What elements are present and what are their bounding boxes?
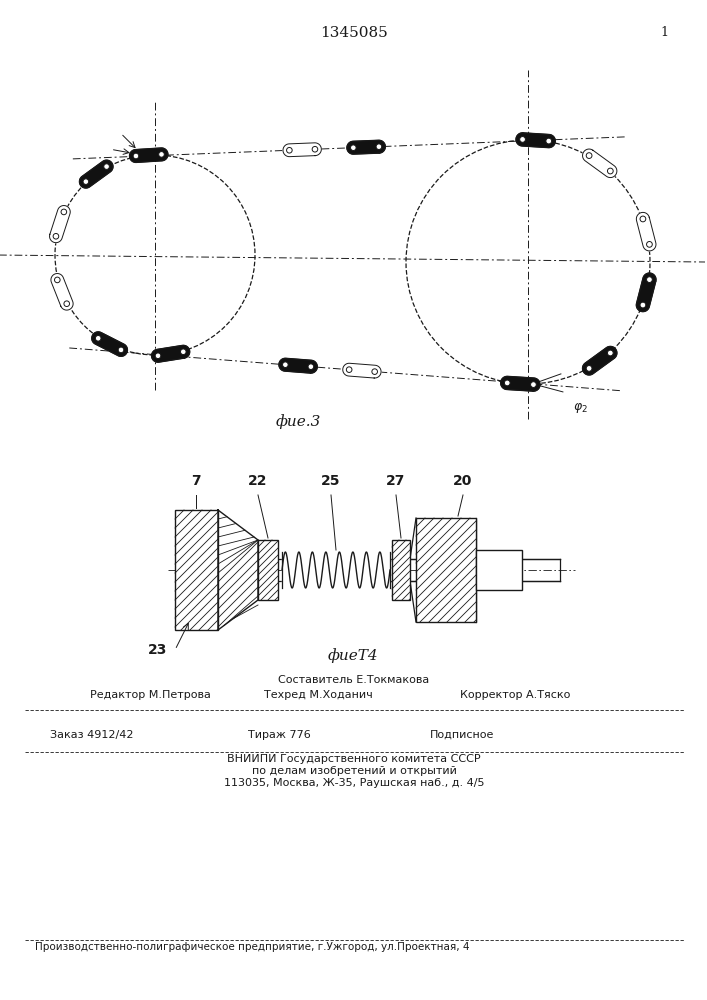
Circle shape <box>95 335 101 341</box>
Circle shape <box>607 350 613 356</box>
Polygon shape <box>79 160 113 188</box>
Text: Производственно-полиграфическое предприятие, г.Ужгород, ул.Проектная, 4: Производственно-полиграфическое предприя… <box>35 942 469 952</box>
Text: Подписное: Подписное <box>430 730 494 740</box>
Circle shape <box>586 153 592 158</box>
Text: Техред М.Ходанич: Техред М.Ходанич <box>264 690 373 700</box>
Polygon shape <box>51 274 73 310</box>
Polygon shape <box>501 376 540 391</box>
Text: Составитель Е.Токмакова: Составитель Е.Токмакова <box>279 675 430 685</box>
Circle shape <box>61 209 66 215</box>
Text: 113035, Москва, Ж-35, Раушская наб., д. 4/5: 113035, Москва, Ж-35, Раушская наб., д. … <box>223 778 484 788</box>
Circle shape <box>640 216 645 222</box>
Polygon shape <box>583 149 617 178</box>
Polygon shape <box>279 358 317 373</box>
Text: ВНИИПИ Государственного комитета СССР: ВНИИПИ Государственного комитета СССР <box>227 754 481 764</box>
Circle shape <box>158 152 164 157</box>
Circle shape <box>607 168 613 174</box>
Circle shape <box>351 145 356 151</box>
Text: 20: 20 <box>453 474 473 488</box>
Text: Корректор А.Тяско: Корректор А.Тяско <box>460 690 571 700</box>
Circle shape <box>104 164 110 169</box>
Text: 25: 25 <box>321 474 341 488</box>
Text: 1345085: 1345085 <box>320 26 388 40</box>
Text: 7: 7 <box>191 474 201 488</box>
Circle shape <box>133 153 139 159</box>
Bar <box>392 540 410 600</box>
Bar <box>476 550 522 590</box>
Text: 23: 23 <box>148 643 167 657</box>
Polygon shape <box>347 140 385 154</box>
Circle shape <box>647 277 653 283</box>
Circle shape <box>180 349 186 355</box>
Circle shape <box>286 147 292 153</box>
Circle shape <box>283 362 288 368</box>
Bar <box>258 540 278 600</box>
Text: Тираж 776: Тираж 776 <box>248 730 311 740</box>
Polygon shape <box>636 212 656 251</box>
Circle shape <box>156 353 160 359</box>
Text: $\varphi_2$: $\varphi_2$ <box>573 401 588 415</box>
Polygon shape <box>283 143 322 157</box>
Circle shape <box>54 277 60 283</box>
Circle shape <box>372 369 378 374</box>
Polygon shape <box>516 133 555 148</box>
Circle shape <box>376 144 382 149</box>
Circle shape <box>647 241 653 247</box>
Text: фиеТ4: фиеТ4 <box>327 648 378 663</box>
Bar <box>175 510 218 630</box>
Text: фие.3: фие.3 <box>275 414 321 429</box>
Polygon shape <box>49 206 70 243</box>
Circle shape <box>83 179 88 184</box>
Polygon shape <box>636 273 656 312</box>
Polygon shape <box>343 363 381 378</box>
Polygon shape <box>129 148 168 162</box>
Circle shape <box>640 302 645 308</box>
Circle shape <box>118 347 124 353</box>
Polygon shape <box>92 332 127 356</box>
Circle shape <box>546 138 551 144</box>
Text: 22: 22 <box>248 474 268 488</box>
Circle shape <box>346 367 352 372</box>
Circle shape <box>504 380 510 386</box>
Polygon shape <box>583 346 617 375</box>
Circle shape <box>530 382 537 387</box>
Text: по делам изобретений и открытий: по делам изобретений и открытий <box>252 766 457 776</box>
Bar <box>416 518 476 622</box>
Circle shape <box>64 301 69 307</box>
Text: Редактор М.Петрова: Редактор М.Петрова <box>90 690 211 700</box>
Circle shape <box>308 364 314 369</box>
Text: 1: 1 <box>660 26 668 39</box>
Text: Заказ 4912/42: Заказ 4912/42 <box>50 730 134 740</box>
Text: 27: 27 <box>386 474 406 488</box>
Circle shape <box>586 366 592 371</box>
Polygon shape <box>218 510 258 630</box>
Circle shape <box>520 137 525 142</box>
Circle shape <box>312 146 317 152</box>
Polygon shape <box>151 345 189 362</box>
Circle shape <box>53 233 59 239</box>
